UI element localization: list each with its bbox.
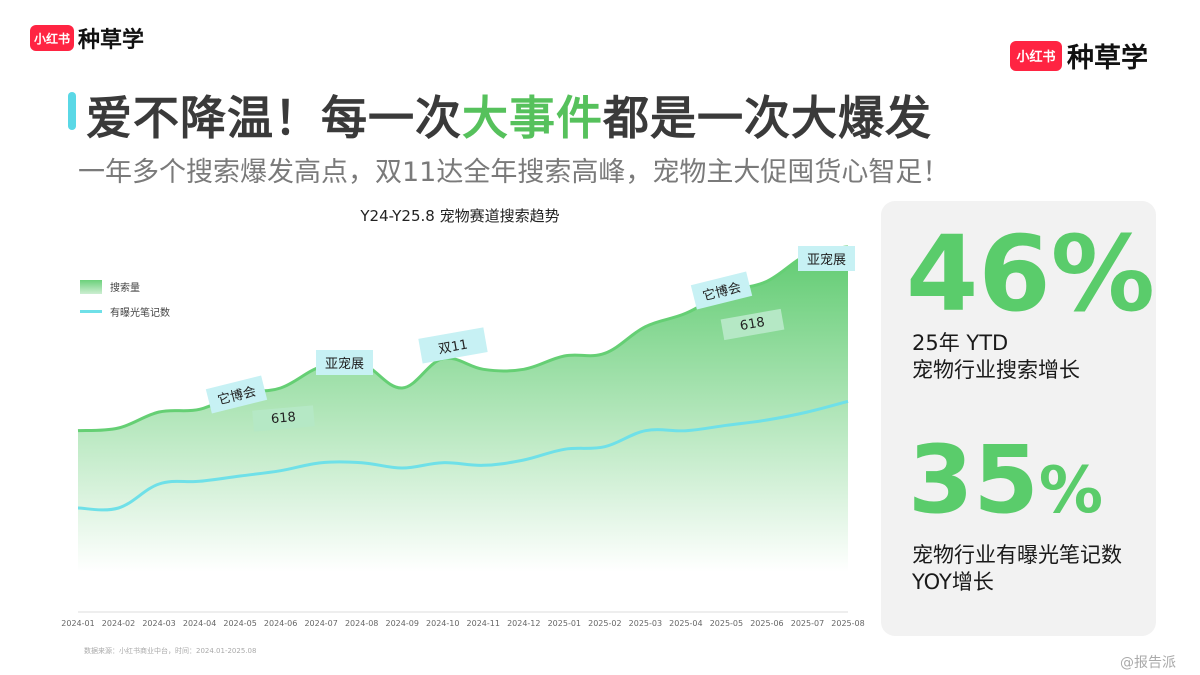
- stat-search-growth-line2: 宠物行业搜索增长: [912, 358, 1080, 382]
- x-tick-label: 2024-05: [223, 619, 256, 628]
- brand-text: 种草学: [1067, 43, 1148, 74]
- legend-line: 有曝光笔记数: [80, 304, 170, 319]
- x-tick-label: 2024-10: [426, 619, 459, 628]
- xiaohongshu-logo-large: 小红书 种草学: [1010, 36, 1148, 75]
- x-tick-label: 2025-01: [548, 619, 581, 628]
- legend-area: 搜索量: [80, 279, 140, 294]
- x-tick-label: 2025-06: [750, 619, 783, 628]
- legend-line-swatch: [80, 310, 102, 313]
- stat-notes-growth-label: 宠物行业有曝光笔记数 YOY增长: [912, 542, 1122, 596]
- x-tick-label: 2024-01: [61, 619, 94, 628]
- legend-area-swatch: [80, 279, 102, 294]
- title-accent-bar: [68, 92, 76, 130]
- watermark: @报告派: [1120, 655, 1176, 671]
- legend-line-label: 有曝光笔记数: [110, 308, 170, 319]
- stat-notes-growth-line2: YOY增长: [912, 570, 994, 594]
- x-tick-label: 2024-09: [385, 619, 418, 628]
- x-tick-label: 2025-03: [629, 619, 662, 628]
- stat-search-growth-label: 25年 YTD 宠物行业搜索增长: [912, 330, 1080, 384]
- stat-notes-growth-value: 35%: [908, 434, 1103, 528]
- annotation-yachong-2025: 亚宠展: [798, 246, 856, 271]
- title-highlight: 大事件: [462, 91, 603, 145]
- x-tick-label: 2024-07: [304, 619, 337, 628]
- x-tick-label: 2024-08: [345, 619, 378, 628]
- brand-text: 种草学: [78, 28, 145, 53]
- chart-title: Y24-Y25.8 宠物赛道搜索趋势: [360, 207, 560, 225]
- xiaohongshu-logo-small: 小红书 种草学: [30, 22, 144, 54]
- x-tick-label: 2024-03: [142, 619, 175, 628]
- page-title: 爱不降温！每一次大事件都是一次大爆发: [86, 82, 932, 148]
- x-tick-label: 2024-12: [507, 619, 540, 628]
- search-volume-area: [78, 246, 848, 572]
- x-tick-label: 2025-04: [669, 619, 702, 628]
- x-tick-label: 2025-02: [588, 619, 621, 628]
- stats-card: [881, 201, 1156, 636]
- title-post: 都是一次大爆发: [603, 91, 932, 145]
- legend-area-label: 搜索量: [110, 283, 140, 294]
- annotation-yachong-2024: 亚宠展: [316, 350, 374, 375]
- x-tick-label: 2025-07: [791, 619, 824, 628]
- stat-search-growth-line1: 25年 YTD: [912, 331, 1009, 355]
- x-tick-label: 2024-06: [264, 619, 297, 628]
- page-subtitle: 一年多个搜索爆发高点，双11达全年搜索高峰，宠物主大促囤货心智足！: [78, 157, 950, 188]
- x-tick-label: 2024-02: [102, 619, 135, 628]
- brand-badge: 小红书: [30, 25, 74, 51]
- stat-notes-growth-percent: %: [1038, 454, 1103, 528]
- x-tick-label: 2024-11: [467, 619, 500, 628]
- stat-search-growth-value: 46%: [906, 213, 1155, 335]
- title-pre: 爱不降温！每一次: [86, 91, 462, 145]
- x-tick-label: 2025-08: [831, 619, 864, 628]
- exposure-notes-line: [77, 399, 849, 512]
- x-tick-label: 2025-05: [710, 619, 743, 628]
- data-source-note: 数据来源：小红书商业中台，时间：2024.01-2025.08: [84, 647, 257, 655]
- brand-badge: 小红书: [1010, 40, 1062, 71]
- x-tick-label: 2024-04: [183, 619, 216, 628]
- stat-notes-growth-number: 35: [908, 426, 1039, 535]
- stat-notes-growth-line1: 宠物行业有曝光笔记数: [912, 543, 1122, 567]
